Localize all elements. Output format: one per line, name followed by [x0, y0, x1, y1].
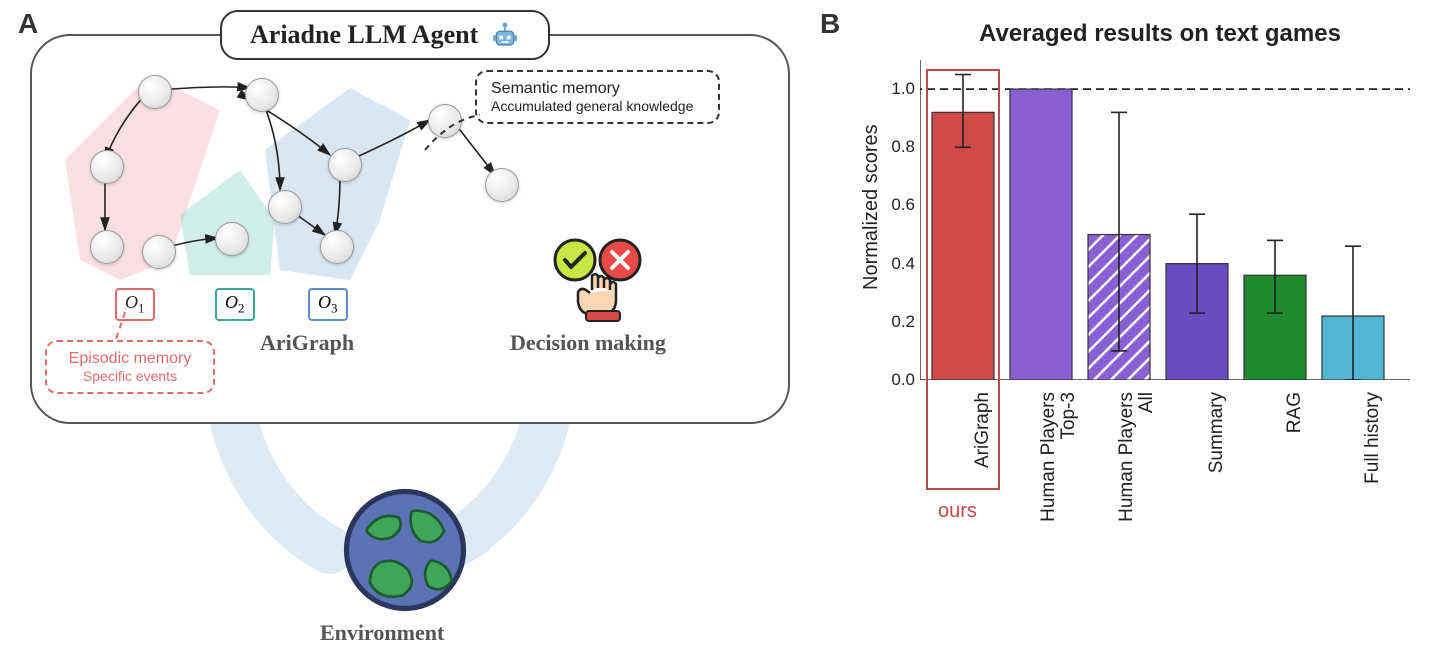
- episodic-title: Episodic memory: [61, 350, 199, 368]
- decision-caption: Decision making: [510, 330, 666, 356]
- semantic-sub: Accumulated general knowledge: [491, 98, 704, 114]
- episodic-connector: [100, 310, 150, 350]
- episodic-sub: Specific events: [61, 368, 199, 384]
- chart-title: Averaged results on text games: [900, 20, 1420, 48]
- x-tick-label: Human PlayersTop-3: [1039, 392, 1079, 582]
- graph-node: [268, 190, 302, 224]
- x-tick-label: Summary: [1206, 392, 1228, 582]
- y-tick-label: 0.8: [885, 137, 915, 157]
- y-tick-label: 0.0: [885, 370, 915, 390]
- globe-icon: [340, 485, 470, 615]
- graph-node: [90, 230, 124, 264]
- arigraph-area: O1 O2 O3: [50, 60, 530, 340]
- semantic-connector: [420, 110, 500, 170]
- obs-3: O3: [308, 288, 348, 321]
- agent-title: Ariadne LLM Agent: [220, 10, 550, 60]
- y-tick-label: 0.6: [885, 195, 915, 215]
- x-tick-label: Human PlayersAll: [1117, 392, 1157, 582]
- ours-label: ours: [938, 500, 977, 523]
- panel-b: Averaged results on text games Normalize…: [830, 20, 1420, 630]
- arigraph-caption: AriGraph: [260, 330, 354, 356]
- obs-2: O2: [215, 288, 255, 321]
- environment-caption: Environment: [320, 620, 444, 646]
- y-tick-label: 1.0: [885, 79, 915, 99]
- graph-node: [90, 150, 124, 184]
- y-tick-label: 0.4: [885, 254, 915, 274]
- ours-highlight: [926, 69, 1000, 490]
- graph-node: [138, 75, 172, 109]
- y-tick-label: 0.2: [885, 312, 915, 332]
- graph-node: [485, 168, 519, 202]
- x-tick-label: RAG: [1284, 392, 1306, 582]
- semantic-title: Semantic memory: [491, 80, 704, 98]
- graph-node: [215, 222, 249, 256]
- graph-node: [245, 78, 279, 112]
- semantic-callout: Semantic memory Accumulated general know…: [475, 70, 720, 124]
- graph-node: [328, 148, 362, 182]
- robot-icon: [490, 20, 520, 50]
- decision-icon: [540, 235, 660, 325]
- panel-a: Ariadne LLM Agent: [20, 10, 800, 660]
- graph-node: [142, 235, 176, 269]
- x-tick-label: Full history: [1362, 392, 1384, 582]
- y-axis-label: Normalized scores: [860, 124, 883, 290]
- graph-node: [320, 230, 354, 264]
- agent-title-text: Ariadne LLM Agent: [250, 20, 478, 50]
